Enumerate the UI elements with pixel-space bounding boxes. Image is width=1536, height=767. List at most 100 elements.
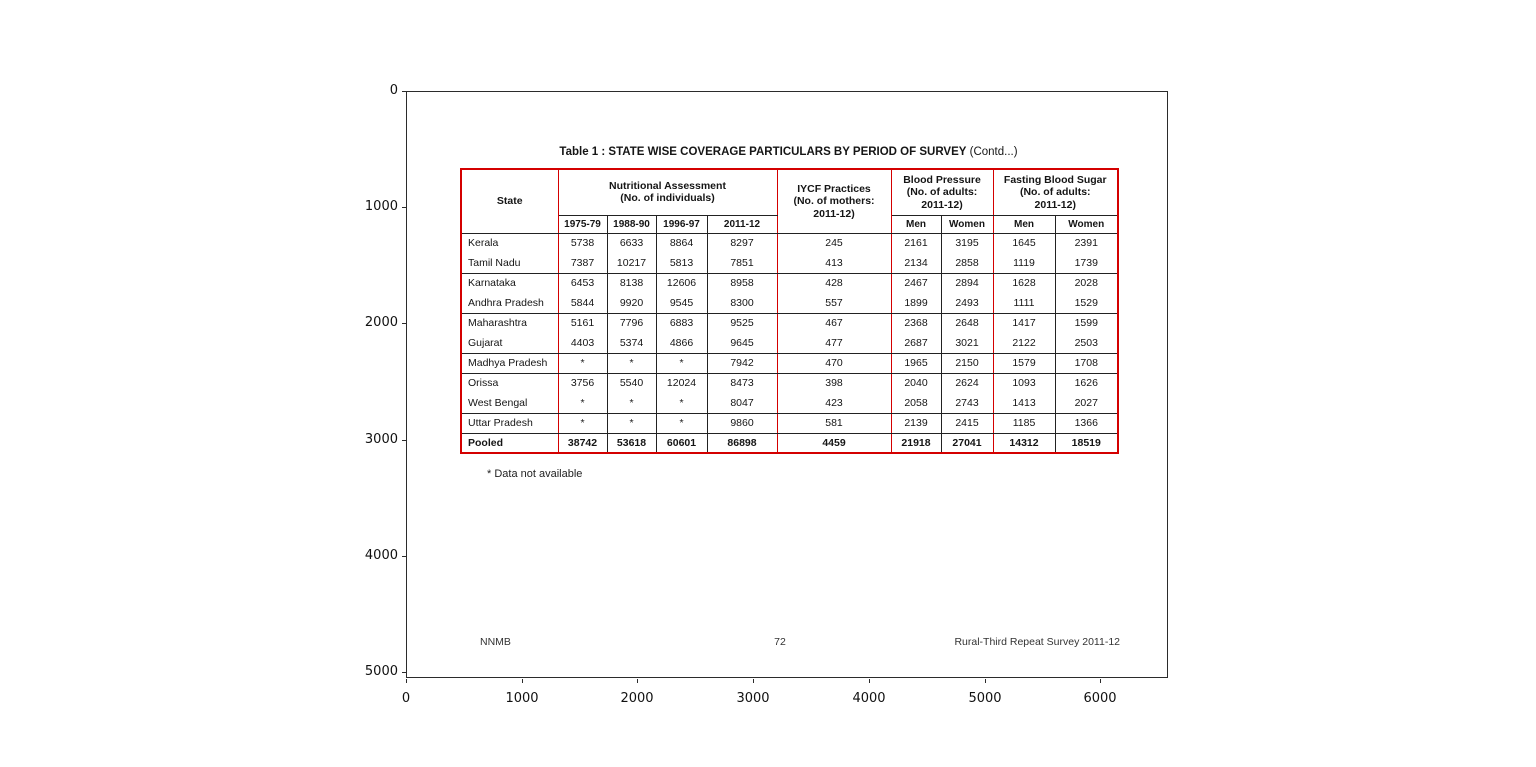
header-state: State (461, 169, 559, 234)
value-cell: 1645 (993, 233, 1056, 253)
value-cell: 2503 (1055, 333, 1118, 354)
header-bp-men: Men (891, 215, 942, 234)
value-cell: 86898 (707, 433, 778, 453)
y-tick-label: 1000 (364, 199, 398, 214)
state-cell: Tamil Nadu (461, 253, 559, 274)
x-tick-label: 0 (401, 691, 411, 706)
state-cell: Gujarat (461, 333, 559, 354)
table-footnote: * Data not available (487, 468, 583, 480)
value-cell: 8300 (707, 293, 778, 314)
table-title: Table 1 : STATE WISE COVERAGE PARTICULAR… (430, 146, 1147, 158)
value-cell: 2134 (891, 253, 942, 274)
value-cell: 2624 (941, 373, 994, 393)
value-cell: 2493 (941, 293, 994, 314)
state-cell: Kerala (461, 233, 559, 253)
header-na-line1: Nutritional Assessment (609, 179, 726, 192)
value-cell: 8473 (707, 373, 778, 393)
value-cell: 5813 (656, 253, 708, 274)
value-cell: * (656, 353, 708, 374)
y-tick-label: 3000 (364, 432, 398, 447)
state-cell: Maharashtra (461, 313, 559, 333)
value-cell: 2058 (891, 393, 942, 414)
value-cell: 8138 (607, 273, 657, 293)
header-fbs-line3: 2011-12) (1034, 198, 1076, 211)
y-tick-label: 5000 (364, 664, 398, 679)
value-cell: 5161 (558, 313, 608, 333)
table-row: Kerala 5738 6633 8864 8297 245 2161 3195 1645 239… (461, 233, 1118, 253)
header-na-line2: (No. of individuals) (620, 192, 715, 205)
value-cell: 6453 (558, 273, 608, 293)
survey-table: State Nutritional Assessment (No. of ind… (460, 168, 1119, 454)
y-tick-mark (402, 440, 406, 441)
state-cell: Uttar Pradesh (461, 413, 559, 434)
value-cell: 12024 (656, 373, 708, 393)
x-tick-label: 1000 (505, 691, 539, 706)
value-cell: 9525 (707, 313, 778, 333)
header-iycf-line3: 2011-12) (813, 207, 855, 220)
value-cell: 2028 (1074, 277, 1098, 290)
value-cell: 18519 (1071, 436, 1101, 449)
table-row: Pooled 38742 53618 60601 86898 4459 21918 27041… (461, 433, 1118, 453)
value-cell: 398 (777, 373, 892, 393)
value-cell: 1626 (1074, 377, 1098, 390)
value-cell: 1965 (891, 353, 942, 374)
x-tick-mark (869, 679, 870, 683)
value-cell: 2150 (941, 353, 994, 374)
table-row: Orissa 3756 5540 12024 8473 398 2040 2624 1093 16… (461, 373, 1118, 393)
state-cell: Madhya Pradesh (461, 353, 559, 374)
value-cell: * (656, 393, 708, 414)
state-cell: Karnataka (461, 273, 559, 293)
x-tick-mark (637, 679, 638, 683)
value-cell: 2687 (891, 333, 942, 354)
value-cell: 1599 (1074, 317, 1098, 330)
value-cell: 470 (777, 353, 892, 374)
footer-nnmb: NNMB (480, 636, 511, 648)
value-cell: 1529 (1055, 293, 1118, 314)
x-tick-mark (985, 679, 986, 683)
value-cell: * (558, 413, 608, 434)
header-iycf: IYCF Practices (No. of mothers: 2011-12) (777, 169, 892, 234)
header-fbs-line1: Fasting Blood Sugar (1003, 173, 1107, 186)
value-cell: * (656, 413, 708, 434)
value-cell: 2161 (891, 233, 942, 253)
header-bp-line2: (No. of adults: (906, 186, 978, 198)
y-tick-mark (402, 672, 406, 673)
value-cell: 3756 (558, 373, 608, 393)
value-cell: 1093 (993, 373, 1056, 393)
state-cell: Andhra Pradesh (461, 293, 559, 314)
value-cell: 8047 (707, 393, 778, 414)
value-cell: 8297 (707, 233, 778, 253)
value-cell: 2858 (941, 253, 994, 274)
y-tick-label: 4000 (364, 548, 398, 563)
value-cell: 2027 (1055, 393, 1118, 414)
y-tick-mark (402, 207, 406, 208)
x-tick-label: 4000 (852, 691, 886, 706)
value-cell: 245 (777, 233, 892, 253)
header-blood-pressure: Blood Pressure (No. of adults: 2011-12) (891, 169, 994, 216)
x-tick-label: 5000 (968, 691, 1002, 706)
header-fasting-blood-sugar: Fasting Blood Sugar (No. of adults: 2011… (993, 169, 1118, 216)
value-cell: 7851 (707, 253, 778, 274)
value-cell: * (607, 413, 657, 434)
table-row: Gujarat 4403 5374 4866 9645 477 2687 3021 2122 25… (461, 333, 1118, 354)
value-cell: 9920 (607, 293, 657, 314)
value-cell: 9545 (656, 293, 708, 314)
value-cell: 2040 (891, 373, 942, 393)
value-cell: 1628 (993, 273, 1056, 293)
y-tick-mark (402, 91, 406, 92)
value-cell: * (607, 353, 657, 374)
value-cell: 423 (777, 393, 892, 414)
y-tick-mark (402, 323, 406, 324)
table-row: Madhya Pradesh * * * 7942 470 1965 2150 1579 1708 (461, 353, 1118, 374)
value-cell: 2415 (941, 413, 994, 434)
value-cell: 428 (777, 273, 892, 293)
value-cell: 2122 (993, 333, 1056, 354)
x-tick-mark (406, 679, 407, 683)
value-cell: 3195 (941, 233, 994, 253)
value-cell: * (607, 393, 657, 414)
value-cell: 38742 (558, 433, 608, 453)
header-iycf-line2: (No. of mothers: (793, 195, 875, 207)
header-fbs-women: Women (1055, 215, 1118, 234)
header-bp-women: Women (941, 215, 994, 234)
value-cell: 7387 (558, 253, 608, 274)
